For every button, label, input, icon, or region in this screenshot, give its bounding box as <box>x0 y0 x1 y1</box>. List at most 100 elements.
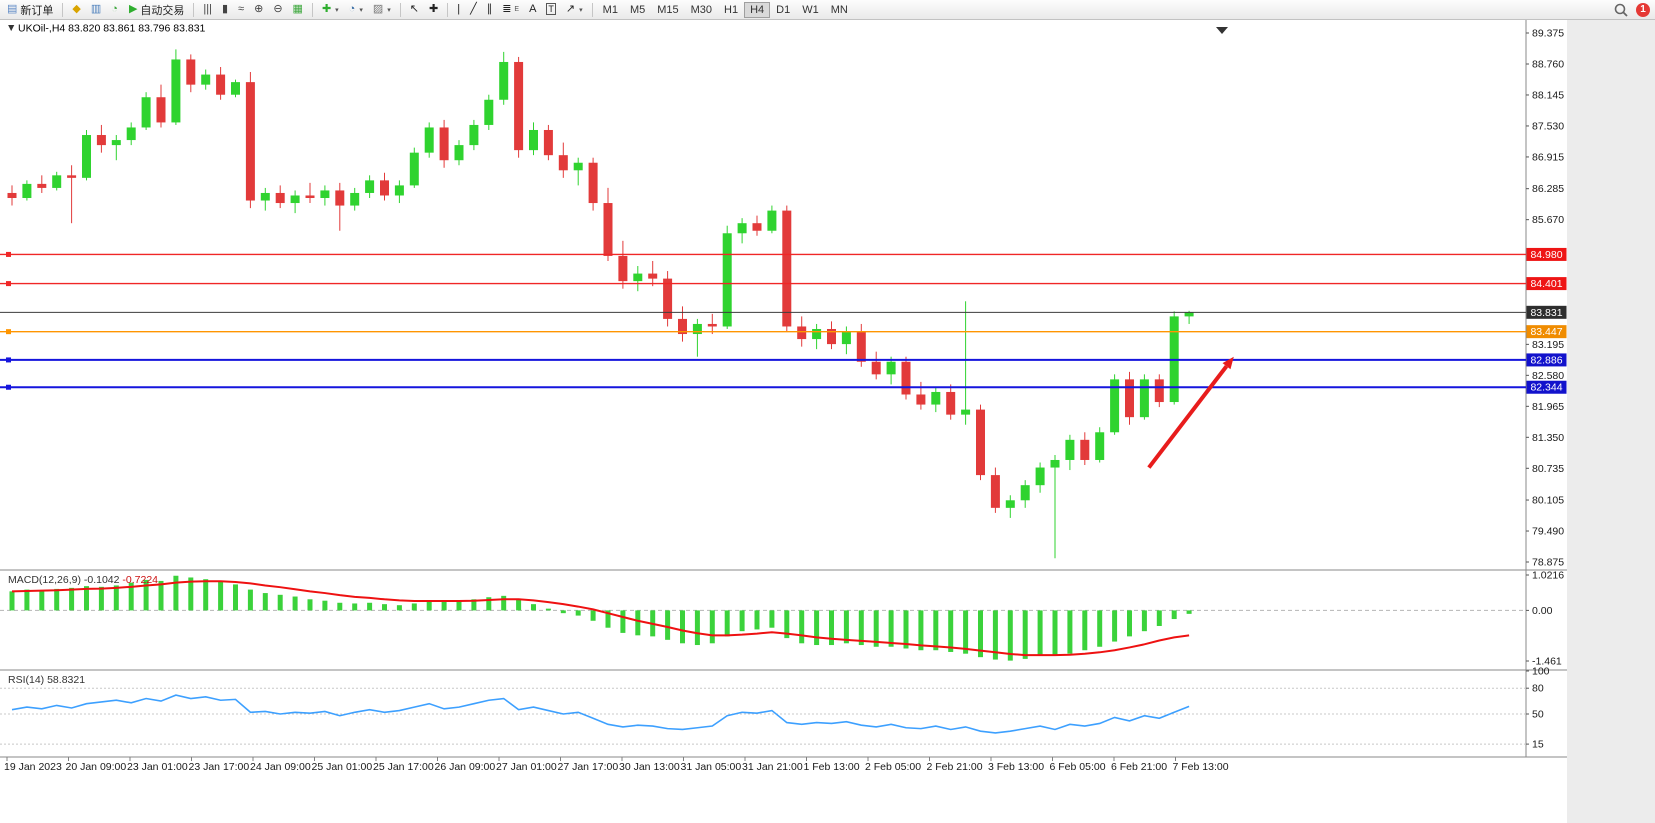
channel-button[interactable]: ∥ <box>482 1 498 18</box>
fibonacci-button[interactable]: ≣ E <box>497 1 524 18</box>
candle-body <box>573 162 583 171</box>
candle-body <box>871 361 881 375</box>
time-label: 7 Feb 13:00 <box>1173 761 1229 773</box>
price-tag-label: 82.886 <box>1530 354 1562 366</box>
rsi-tick-label: 100 <box>1532 666 1550 678</box>
candle-body <box>588 162 598 204</box>
timeframe-h1[interactable]: H1 <box>724 3 739 16</box>
price-tag-label: 84.980 <box>1530 249 1562 261</box>
timeframe-m15[interactable]: M15 <box>657 3 679 16</box>
price-tag-label: 84.401 <box>1530 278 1562 290</box>
candle-body <box>1050 459 1060 468</box>
candle-body <box>961 409 971 415</box>
macd-bar <box>1141 610 1147 632</box>
bars-button[interactable]: ||| <box>198 1 217 18</box>
macd-bar <box>411 603 417 611</box>
vertical-line-button[interactable]: | <box>452 1 465 18</box>
candle-body <box>141 97 151 128</box>
time-label: 31 Jan 05:00 <box>681 761 742 773</box>
panel-icons-group: ◆ ▥ ◔ <box>67 1 123 18</box>
macd-bar <box>1186 610 1192 614</box>
arrows-button[interactable]: ↗ ▾ <box>561 1 588 18</box>
text-button[interactable]: A <box>524 1 541 18</box>
macd-bar <box>605 610 611 628</box>
cursor-button[interactable]: ↖ <box>405 1 424 18</box>
timeframe-h4[interactable]: H4 <box>744 1 771 18</box>
textlabel-button[interactable]: T <box>541 1 561 18</box>
indicators-button[interactable]: ✚ ▾ <box>317 1 344 18</box>
line-chart-icon: ≈ <box>238 3 245 15</box>
macd-bar <box>113 585 119 611</box>
macd-bar <box>829 610 834 646</box>
search-icon[interactable] <box>1613 2 1629 18</box>
macd-bar <box>933 610 939 651</box>
candle-body <box>469 124 479 146</box>
timeframe-mn[interactable]: MN <box>830 3 848 16</box>
macd-bar <box>873 610 879 647</box>
macd-bar <box>545 608 551 611</box>
candle-body <box>990 475 1000 508</box>
profiles-button[interactable]: ◆ <box>67 1 85 18</box>
fibonacci-icon: ≣ <box>502 3 512 16</box>
candle-body <box>618 255 628 282</box>
hline-handle[interactable] <box>6 251 11 257</box>
time-label: 25 Jan 17:00 <box>373 761 434 773</box>
hline-handle[interactable] <box>6 281 11 287</box>
tile-windows-icon: ▦ <box>292 3 303 15</box>
toolbar: ▤ 新订单 ◆ ▥ ◔ ▶ 自动交易 ||| ▮ ≈ ⊕ ⊖ ▦ ✚ ▾ ◔ ▾ ▨ ▾ ↖ ✚ | ╱ ∥ ≣… <box>0 0 1655 20</box>
macd-bar <box>158 580 164 611</box>
price-tag <box>1526 353 1567 367</box>
line-chart-button[interactable]: ≈ <box>233 1 249 18</box>
time-label: 3 Feb 13:00 <box>988 761 1044 773</box>
timeframe-d1[interactable]: D1 <box>776 3 791 16</box>
hline-handle[interactable] <box>6 384 11 390</box>
zoom-in-button[interactable]: ⊕ <box>249 1 268 18</box>
auto-trading-button[interactable]: ▶ 自动交易 <box>124 1 189 18</box>
hline-handle[interactable] <box>6 357 11 363</box>
profiles-icon: ◆ <box>72 3 81 15</box>
macd-bar <box>590 610 596 621</box>
timeframe-m30[interactable]: M30 <box>690 3 713 16</box>
candle-body <box>7 192 17 199</box>
time-label: 20 Jan 09:00 <box>66 761 127 773</box>
candle-body <box>722 233 732 327</box>
macd-bar <box>799 610 805 644</box>
market-watch-button[interactable]: ▥ <box>86 1 106 18</box>
candle-body <box>514 61 524 151</box>
trendline-button[interactable]: ╱ <box>465 1 482 18</box>
timeframe-m1[interactable]: M1 <box>602 3 618 16</box>
macd-histogram <box>9 575 1192 661</box>
notification-badge[interactable]: 1 <box>1636 2 1650 17</box>
macd-bar <box>531 604 536 611</box>
candle-body <box>678 318 687 335</box>
chart-shift-icon[interactable] <box>1216 27 1228 34</box>
macd-bar <box>620 610 626 633</box>
hline-handle[interactable] <box>6 329 11 335</box>
candle-body <box>260 192 270 201</box>
toolbar-separator <box>311 2 313 17</box>
price-tick-label: 89.375 <box>1532 28 1564 40</box>
macd-bar <box>978 610 983 658</box>
price-tick-label: 81.965 <box>1532 401 1564 413</box>
candles-button[interactable]: ▮ <box>217 1 233 18</box>
timeframe-m5[interactable]: M5 <box>629 3 646 16</box>
zoom-out-button[interactable]: ⊖ <box>268 1 287 18</box>
new-order-button[interactable]: ▤ 新订单 <box>2 1 58 18</box>
crosshair-button[interactable]: ✚ <box>424 1 443 18</box>
tile-windows-button[interactable]: ▦ <box>288 1 308 18</box>
candle-body <box>320 190 330 199</box>
candle-body <box>931 391 941 405</box>
price-tick-label: 88.145 <box>1532 89 1564 101</box>
rsi-tick-label: 15 <box>1532 739 1544 751</box>
data-window-button[interactable]: ◔ <box>106 1 123 18</box>
trend-arrow[interactable] <box>1147 365 1229 469</box>
candle-body <box>216 74 226 95</box>
macd-bar <box>1067 610 1073 654</box>
period-button[interactable]: ◔ ▾ <box>344 1 368 18</box>
macd-bar <box>680 610 685 644</box>
timeframe-w1[interactable]: W1 <box>802 3 819 16</box>
trend-arrow-head[interactable] <box>1222 356 1234 370</box>
time-label: 6 Feb 05:00 <box>1050 761 1106 773</box>
template-button[interactable]: ▨ ▾ <box>368 1 396 18</box>
